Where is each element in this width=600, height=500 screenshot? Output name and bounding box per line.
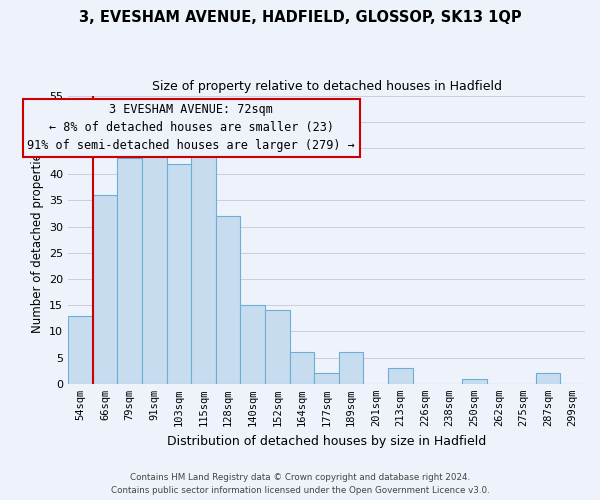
X-axis label: Distribution of detached houses by size in Hadfield: Distribution of detached houses by size … xyxy=(167,434,486,448)
Y-axis label: Number of detached properties: Number of detached properties xyxy=(31,146,44,332)
Text: 3 EVESHAM AVENUE: 72sqm
← 8% of detached houses are smaller (23)
91% of semi-det: 3 EVESHAM AVENUE: 72sqm ← 8% of detached… xyxy=(28,104,355,152)
Bar xyxy=(167,164,191,384)
Bar xyxy=(93,195,118,384)
Bar xyxy=(241,305,265,384)
Bar xyxy=(142,142,167,384)
Bar xyxy=(462,378,487,384)
Bar xyxy=(216,216,241,384)
Bar xyxy=(118,158,142,384)
Title: Size of property relative to detached houses in Hadfield: Size of property relative to detached ho… xyxy=(152,80,502,93)
Bar xyxy=(339,352,364,384)
Bar xyxy=(265,310,290,384)
Bar xyxy=(290,352,314,384)
Bar xyxy=(536,374,560,384)
Bar xyxy=(388,368,413,384)
Bar xyxy=(314,374,339,384)
Bar xyxy=(191,148,216,384)
Text: Contains HM Land Registry data © Crown copyright and database right 2024.
Contai: Contains HM Land Registry data © Crown c… xyxy=(110,474,490,495)
Bar xyxy=(68,316,93,384)
Text: 3, EVESHAM AVENUE, HADFIELD, GLOSSOP, SK13 1QP: 3, EVESHAM AVENUE, HADFIELD, GLOSSOP, SK… xyxy=(79,10,521,25)
